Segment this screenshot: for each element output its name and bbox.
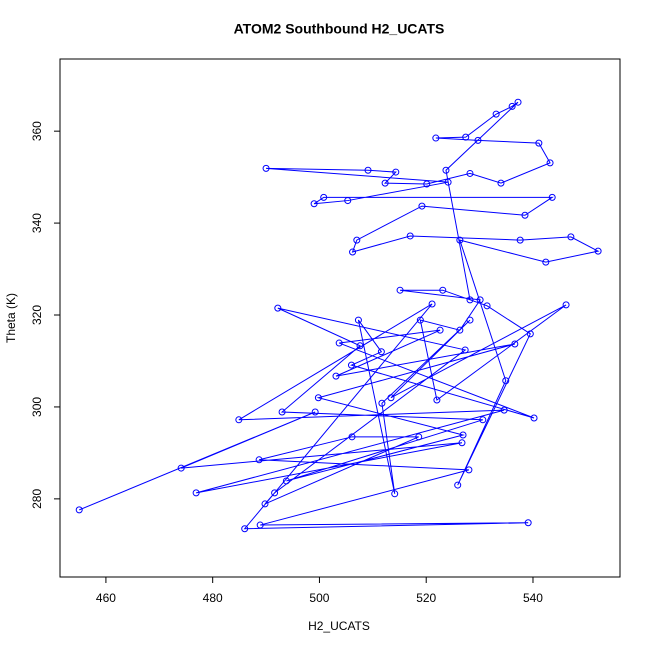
data-point bbox=[75, 506, 83, 514]
data-point bbox=[332, 372, 340, 380]
data-point bbox=[474, 136, 482, 144]
plot-frame bbox=[59, 58, 621, 578]
data-point bbox=[320, 193, 328, 201]
data-point bbox=[311, 408, 319, 416]
data-point bbox=[530, 414, 538, 422]
data-point bbox=[235, 416, 243, 424]
data-point bbox=[278, 408, 286, 416]
x-tick-label: 520 bbox=[416, 591, 436, 605]
data-point bbox=[396, 286, 404, 294]
data-point bbox=[353, 236, 361, 244]
data-point bbox=[562, 301, 570, 309]
data-point bbox=[274, 304, 282, 312]
data-point bbox=[567, 233, 575, 241]
data-point bbox=[271, 489, 279, 497]
data-point bbox=[348, 433, 356, 441]
data-point bbox=[542, 258, 550, 266]
data-point bbox=[262, 164, 270, 172]
data-point bbox=[526, 330, 534, 338]
data-point bbox=[261, 500, 269, 508]
data-point bbox=[310, 200, 318, 208]
data-point bbox=[423, 180, 431, 188]
x-axis-label: H2_UCATS bbox=[308, 619, 370, 633]
data-point bbox=[418, 202, 426, 210]
data-point bbox=[349, 248, 357, 256]
data-point bbox=[415, 433, 423, 441]
y-tick-label: 340 bbox=[30, 213, 44, 233]
data-point bbox=[548, 193, 556, 201]
data-point bbox=[192, 489, 200, 497]
chart-title: ATOM2 Southbound H2_UCATS bbox=[234, 21, 445, 37]
data-point bbox=[241, 525, 249, 533]
data-point bbox=[428, 300, 436, 308]
data-point bbox=[514, 98, 522, 106]
data-point bbox=[416, 316, 424, 324]
data-point bbox=[177, 464, 185, 472]
data-point bbox=[381, 179, 389, 187]
data-point bbox=[524, 519, 532, 527]
data-point bbox=[255, 456, 263, 464]
data-point bbox=[458, 439, 466, 447]
data-point bbox=[465, 466, 473, 474]
data-point bbox=[406, 232, 414, 240]
data-point bbox=[456, 236, 464, 244]
data-point bbox=[377, 348, 385, 356]
data-point bbox=[535, 139, 543, 147]
data-point bbox=[462, 133, 470, 141]
data-point bbox=[354, 316, 362, 324]
data-point bbox=[508, 102, 516, 110]
y-axis-label: Theta (K) bbox=[4, 293, 18, 343]
data-point bbox=[387, 394, 395, 402]
x-tick-label: 480 bbox=[203, 591, 223, 605]
data-point bbox=[442, 166, 450, 174]
data-point bbox=[256, 521, 264, 529]
data-point bbox=[344, 197, 352, 205]
data-point bbox=[433, 396, 441, 404]
data-point bbox=[502, 377, 510, 385]
data-point bbox=[282, 477, 290, 485]
data-point bbox=[466, 296, 474, 304]
data-point bbox=[521, 211, 529, 219]
data-point bbox=[461, 346, 469, 354]
data-point bbox=[511, 340, 519, 348]
y-tick-label: 320 bbox=[30, 305, 44, 325]
data-point bbox=[444, 178, 452, 186]
data-point bbox=[459, 431, 467, 439]
data-point bbox=[492, 110, 500, 118]
data-point bbox=[479, 416, 487, 424]
data-point bbox=[347, 361, 355, 369]
data-point bbox=[516, 236, 524, 244]
data-point bbox=[356, 342, 364, 350]
data-point bbox=[432, 134, 440, 142]
x-tick-label: 460 bbox=[96, 591, 116, 605]
data-point bbox=[454, 481, 462, 489]
data-point bbox=[497, 179, 505, 187]
data-point bbox=[439, 286, 447, 294]
x-tick-label: 540 bbox=[523, 591, 543, 605]
data-point bbox=[392, 168, 400, 176]
data-point bbox=[476, 296, 484, 304]
data-point bbox=[436, 326, 444, 334]
x-tick-label: 500 bbox=[309, 591, 329, 605]
data-point bbox=[466, 169, 474, 177]
data-point bbox=[364, 166, 372, 174]
y-tick-label: 300 bbox=[30, 397, 44, 417]
data-point bbox=[456, 326, 464, 334]
data-point bbox=[594, 247, 602, 255]
data-point bbox=[314, 394, 322, 402]
data-point bbox=[483, 302, 491, 310]
data-point bbox=[500, 406, 508, 414]
data-point bbox=[335, 339, 343, 347]
data-point bbox=[466, 316, 474, 324]
data-point bbox=[378, 399, 386, 407]
y-tick-label: 360 bbox=[30, 121, 44, 141]
data-line bbox=[79, 101, 600, 530]
data-point bbox=[546, 159, 554, 167]
data-point bbox=[391, 490, 399, 498]
y-tick-label: 280 bbox=[30, 489, 44, 509]
